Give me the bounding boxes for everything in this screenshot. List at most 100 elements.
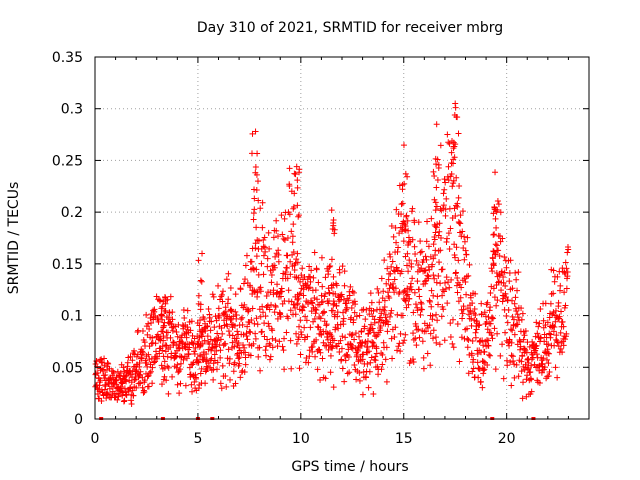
data-point — [372, 357, 379, 364]
data-point — [267, 289, 274, 296]
data-point — [199, 340, 206, 347]
data-point — [506, 269, 513, 276]
data-point — [236, 344, 243, 351]
data-point — [193, 375, 200, 382]
data-point — [258, 260, 265, 267]
data-point — [411, 243, 418, 250]
data-point — [474, 359, 481, 366]
data-point — [314, 323, 321, 330]
data-point — [261, 320, 268, 327]
data-point — [455, 130, 462, 137]
data-point — [236, 360, 243, 367]
data-point — [303, 317, 310, 324]
data-point — [564, 249, 571, 256]
data-point — [191, 350, 198, 357]
data-point — [561, 289, 568, 296]
data-point — [388, 263, 395, 270]
data-point — [405, 234, 412, 241]
data-point — [248, 258, 255, 265]
data-point — [97, 377, 104, 384]
data-point — [491, 325, 498, 332]
data-point — [225, 328, 232, 335]
data-point — [545, 360, 552, 367]
data-point — [248, 316, 255, 323]
data-point — [199, 333, 206, 340]
data-point — [322, 274, 329, 281]
data-point — [557, 282, 564, 289]
data-point — [507, 257, 514, 264]
data-point — [447, 225, 454, 232]
data-point — [379, 351, 386, 358]
data-point — [432, 247, 439, 254]
data-point — [145, 383, 152, 390]
data-point — [500, 279, 507, 286]
data-point — [270, 234, 277, 241]
data-point — [393, 239, 400, 246]
data-point — [169, 373, 176, 380]
data-point — [414, 278, 421, 285]
grid-lines — [95, 57, 589, 419]
data-point — [395, 244, 402, 251]
data-point — [445, 163, 452, 170]
data-point — [186, 364, 193, 371]
data-point — [558, 308, 565, 315]
data-point — [259, 303, 266, 310]
data-point — [223, 383, 230, 390]
data-point — [330, 281, 337, 288]
data-point — [418, 265, 425, 272]
data-point — [366, 311, 373, 318]
data-point — [422, 280, 429, 287]
data-point — [380, 288, 387, 295]
data-point — [214, 359, 221, 366]
data-point — [356, 377, 363, 384]
data-point — [141, 377, 148, 384]
data-point — [454, 321, 461, 328]
data-point — [337, 337, 344, 344]
data-point — [351, 309, 358, 316]
data-point — [177, 366, 184, 373]
data-point — [475, 374, 482, 381]
data-point — [335, 325, 342, 332]
data-point — [457, 212, 464, 219]
data-point — [435, 232, 442, 239]
data-point — [123, 378, 130, 385]
data-point — [497, 238, 504, 245]
data-point — [215, 282, 222, 289]
data-point — [485, 337, 492, 344]
data-point — [552, 364, 559, 371]
data-point — [325, 268, 332, 275]
data-point — [352, 330, 359, 337]
data-point — [480, 367, 487, 374]
data-point — [420, 354, 427, 361]
data-point — [317, 315, 324, 322]
data-point — [213, 366, 220, 373]
data-point — [550, 290, 557, 297]
data-point — [399, 200, 406, 207]
data-point — [197, 317, 204, 324]
data-point — [227, 307, 234, 314]
data-point — [490, 248, 497, 255]
data-point — [416, 293, 423, 300]
data-point — [317, 349, 324, 356]
data-point — [360, 351, 367, 358]
data-point — [371, 319, 378, 326]
data-point — [370, 329, 377, 336]
data-point — [353, 313, 360, 320]
data-point — [450, 160, 457, 167]
data-point — [183, 355, 190, 362]
data-point — [284, 234, 291, 241]
data-points — [92, 100, 572, 420]
data-point — [350, 316, 357, 323]
data-point — [352, 301, 359, 308]
data-point — [389, 284, 396, 291]
data-point — [507, 359, 514, 366]
data-point — [337, 292, 344, 299]
data-point — [351, 336, 358, 343]
peak-point — [199, 250, 206, 257]
data-point — [412, 335, 419, 342]
data-point — [484, 326, 491, 333]
data-point — [410, 330, 417, 337]
data-point — [105, 360, 112, 367]
data-point — [365, 348, 372, 355]
data-point — [184, 326, 191, 333]
